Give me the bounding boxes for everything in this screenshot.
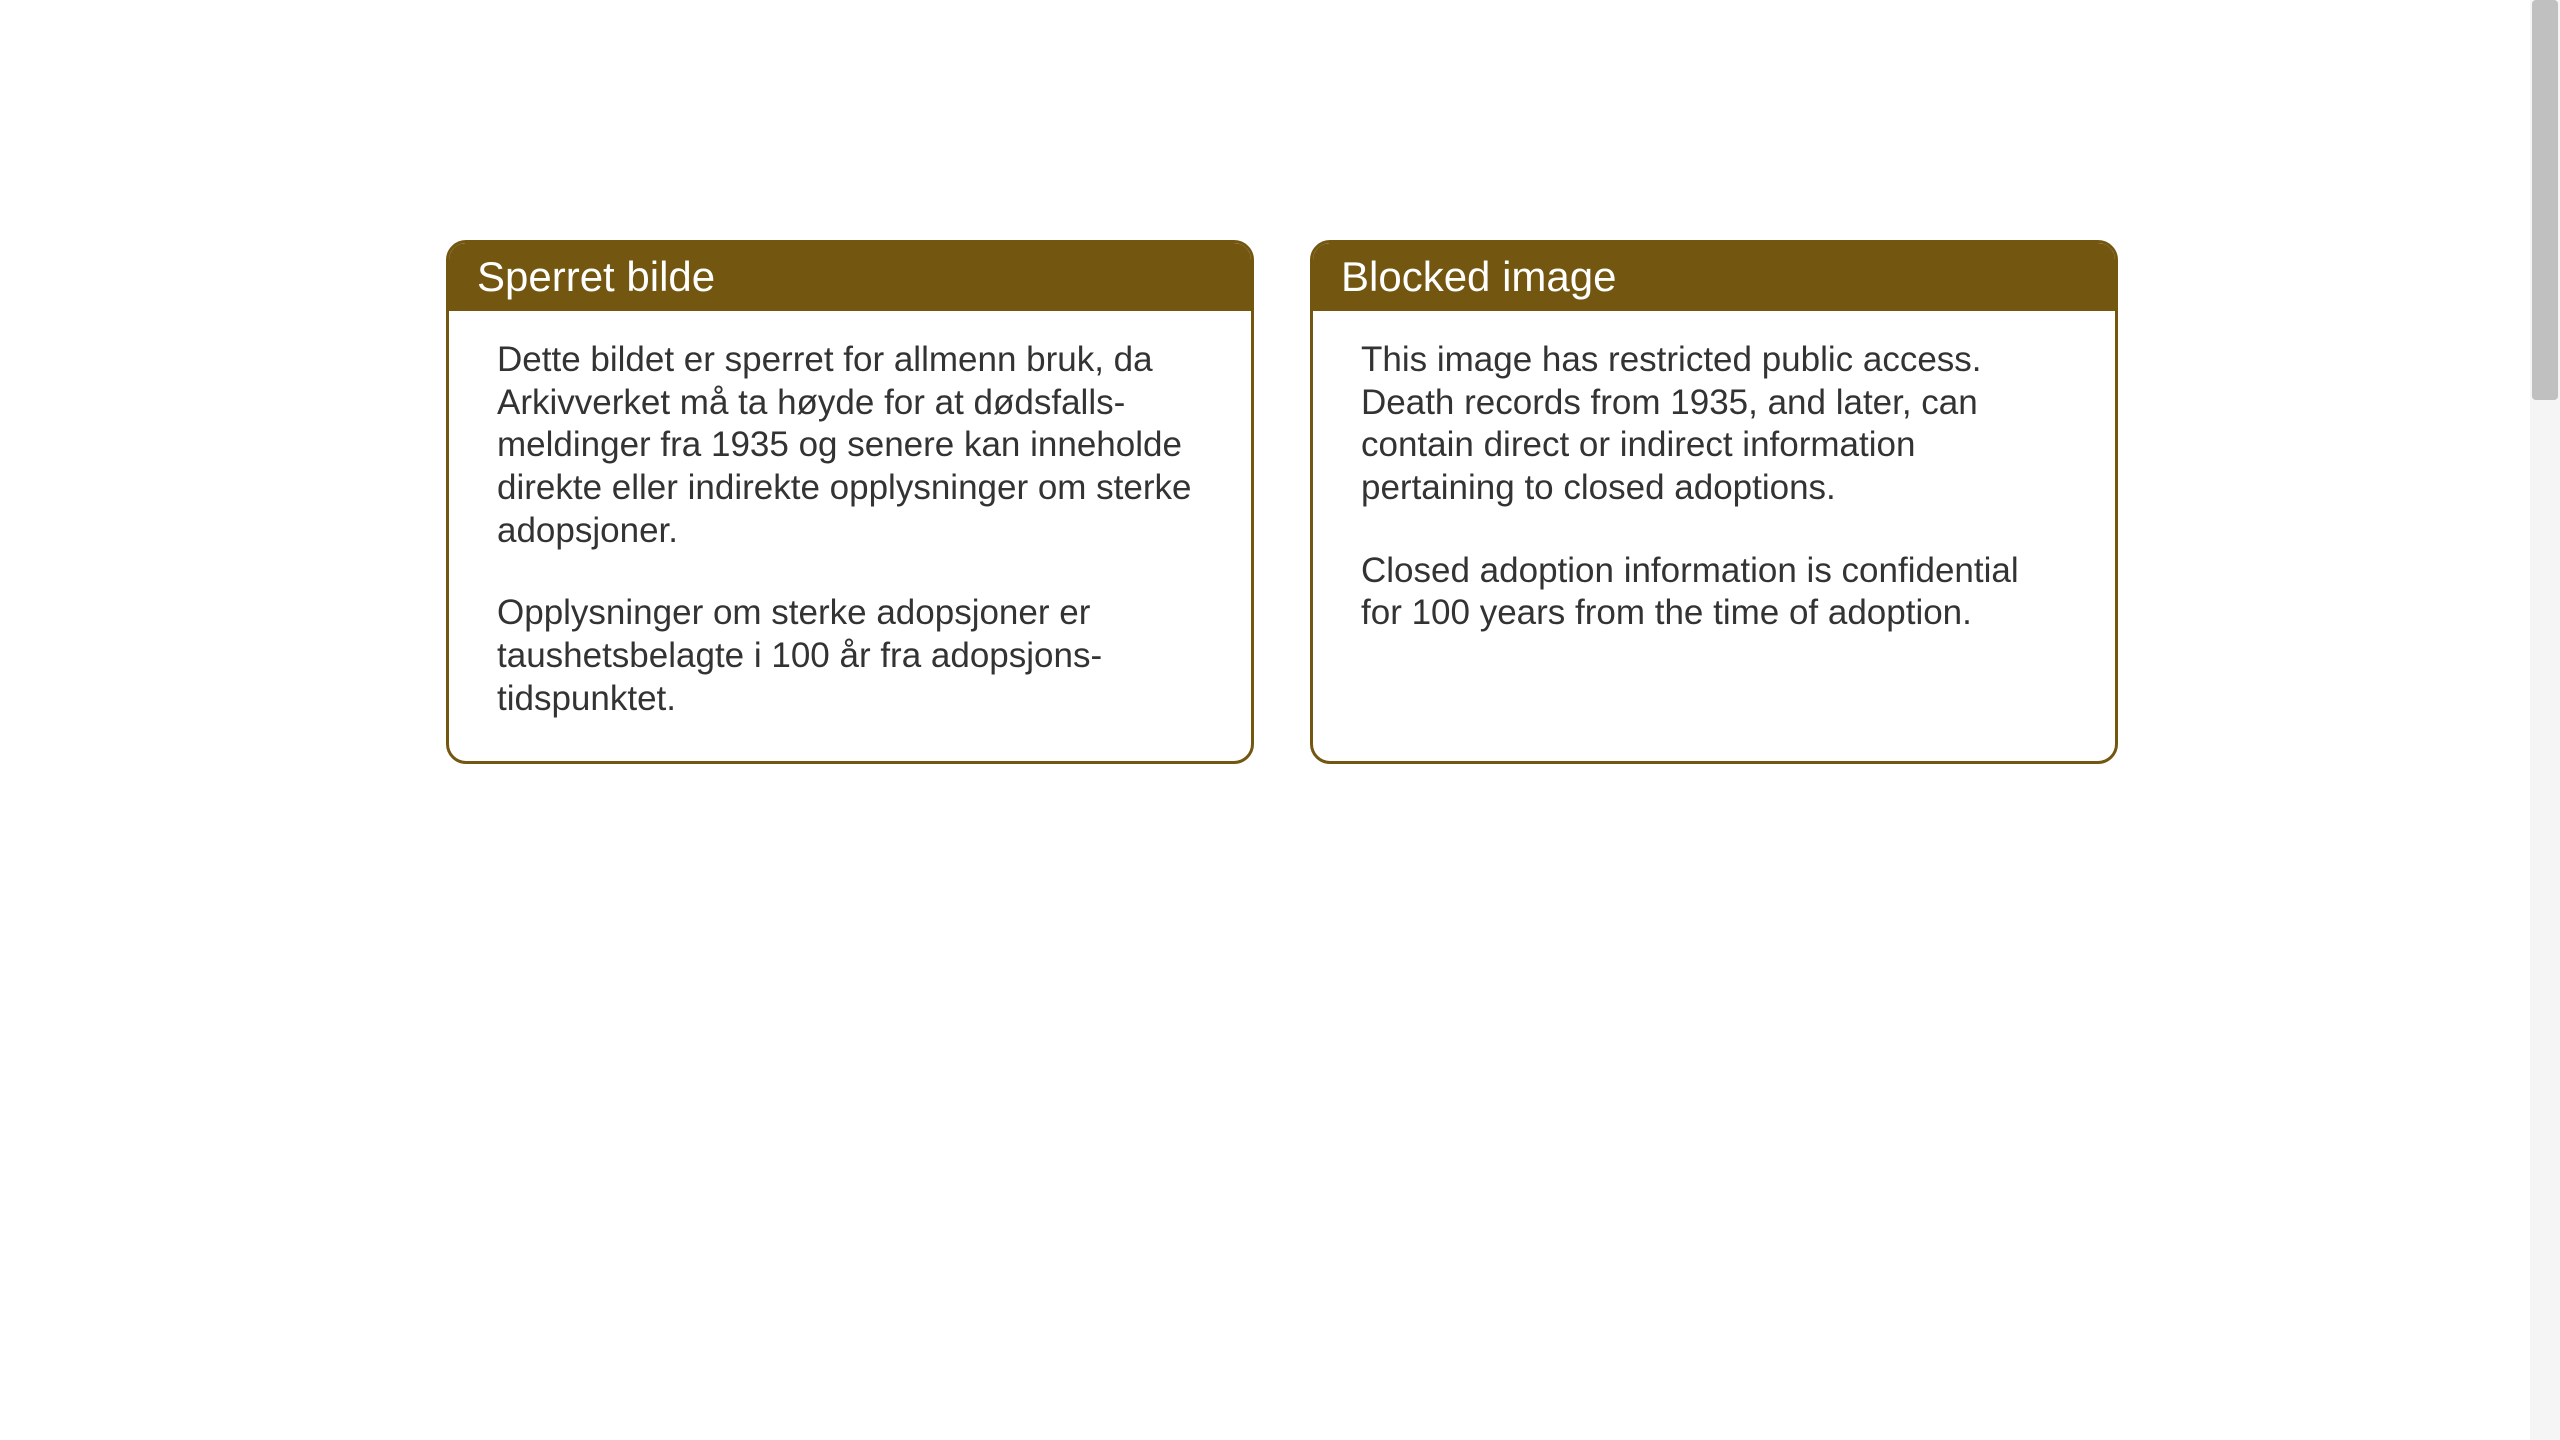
card-english: Blocked image This image has restricted … [1310,240,2118,764]
card-body-english: This image has restricted public access.… [1313,311,2115,675]
card-norwegian: Sperret bilde Dette bildet er sperret fo… [446,240,1254,764]
scrollbar-thumb[interactable] [2532,0,2558,400]
cards-container: Sperret bilde Dette bildet er sperret fo… [446,240,2118,764]
card-title-english: Blocked image [1341,253,1616,300]
card-body-norwegian: Dette bildet er sperret for allmenn bruk… [449,311,1251,761]
card-title-norwegian: Sperret bilde [477,253,715,300]
scrollbar-track[interactable] [2530,0,2560,1440]
card-header-english: Blocked image [1313,243,2115,311]
card-header-norwegian: Sperret bilde [449,243,1251,311]
card-paragraph1-english: This image has restricted public access.… [1361,339,2067,510]
card-paragraph1-norwegian: Dette bildet er sperret for allmenn bruk… [497,339,1203,552]
card-paragraph2-norwegian: Opplysninger om sterke adopsjoner er tau… [497,592,1203,720]
card-paragraph2-english: Closed adoption information is confident… [1361,550,2067,635]
